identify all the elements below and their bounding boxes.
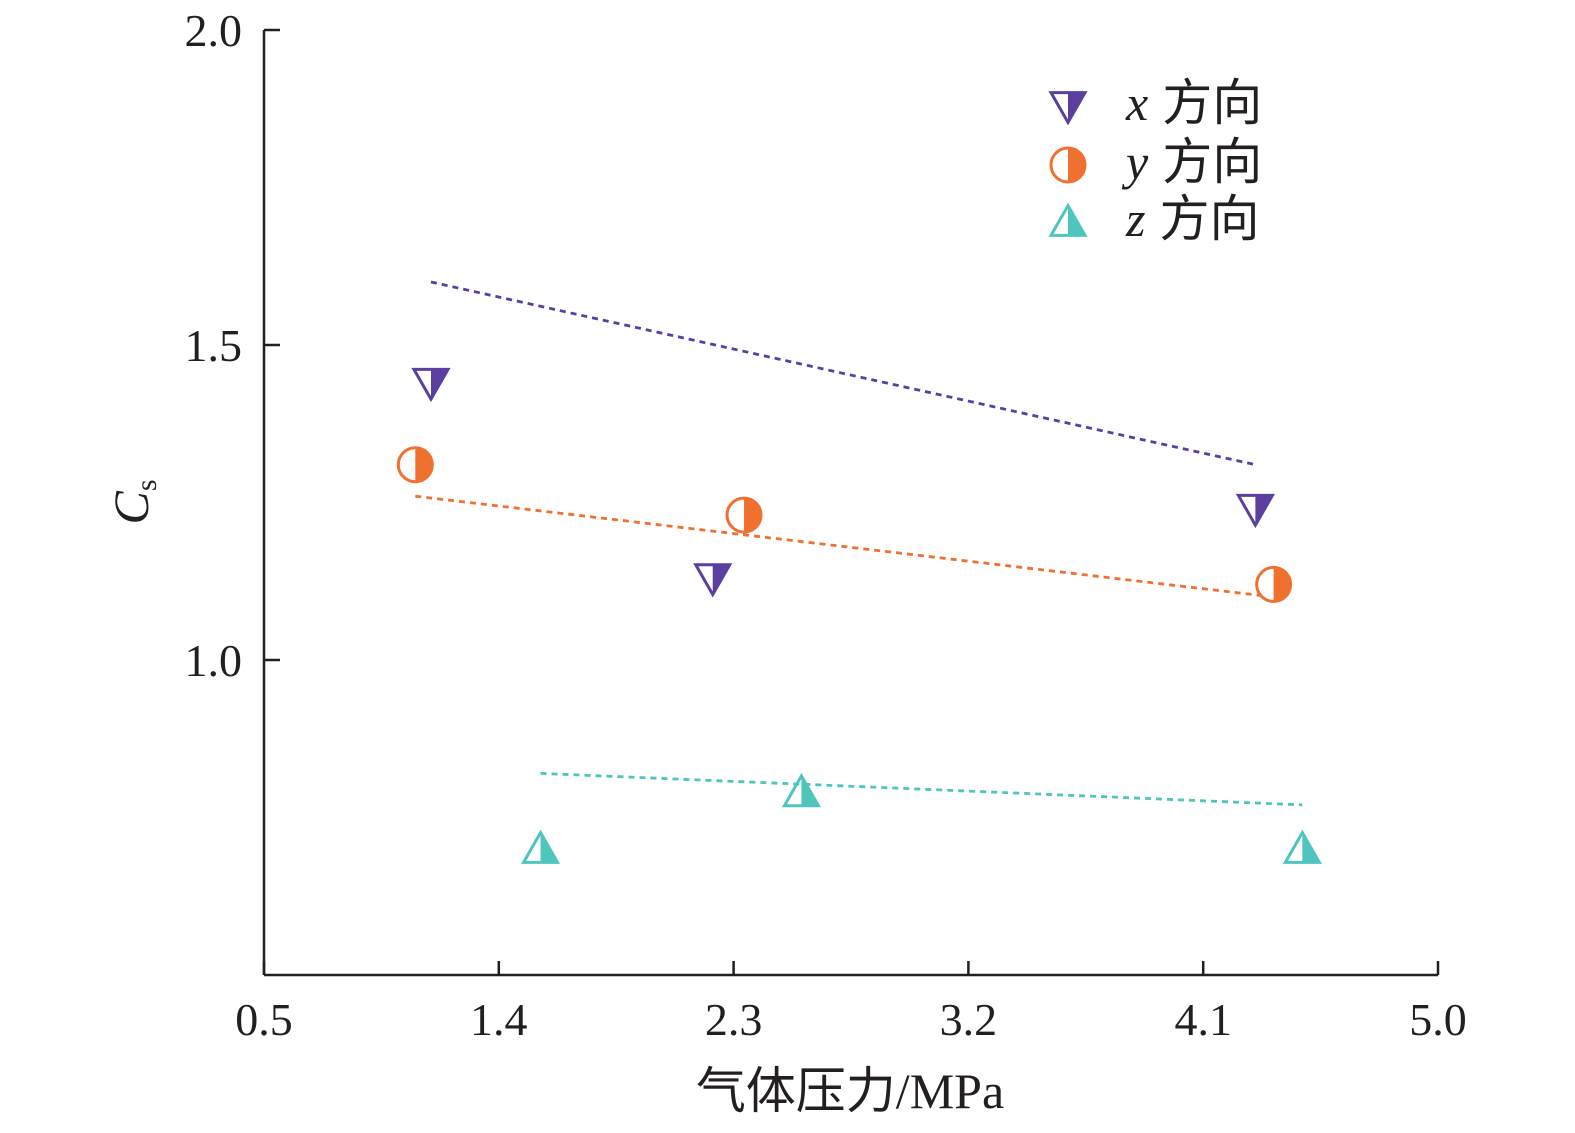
marker-fill bbox=[1068, 148, 1085, 182]
marker-outline bbox=[781, 772, 822, 808]
legend-marker-y bbox=[1049, 146, 1087, 184]
x-tick-label: 2.3 bbox=[705, 994, 763, 1045]
legend-label-var: x bbox=[1125, 75, 1148, 131]
legend-item-z: z 方向 bbox=[1048, 191, 1259, 247]
legend-label-suffix: 方向 bbox=[1159, 191, 1259, 247]
legend-label-x: x 方向 bbox=[1125, 75, 1262, 131]
legend-marker-z bbox=[1048, 202, 1088, 237]
legend-item-y: y 方向 bbox=[1049, 134, 1262, 190]
marker-outline bbox=[1282, 829, 1322, 864]
y-tick-label: 2.0 bbox=[185, 5, 243, 56]
marker-fill bbox=[744, 498, 762, 533]
y-axis-title-main: C bbox=[103, 491, 159, 525]
data-point-y bbox=[1255, 565, 1293, 603]
data-point-z bbox=[1282, 829, 1322, 864]
axes bbox=[262, 28, 1440, 977]
y-tick-label: 1.5 bbox=[185, 320, 243, 371]
y-axis-title: Cs bbox=[103, 479, 163, 524]
x-tick-label: 0.5 bbox=[235, 994, 293, 1045]
data-point-y bbox=[725, 496, 763, 534]
data-point-x bbox=[693, 563, 733, 598]
data-point-z bbox=[520, 829, 561, 864]
x-tick-label: 3.2 bbox=[940, 994, 998, 1045]
marker-outline bbox=[693, 563, 733, 598]
legend-label-y: y 方向 bbox=[1121, 134, 1262, 190]
data-point-x bbox=[411, 367, 451, 403]
tick-labels: 0.5 1.4 2.3 3.2 4.1 5.0 1.0 1.5 2.0 bbox=[185, 5, 1467, 1045]
x-tick-label: 1.4 bbox=[470, 994, 528, 1045]
trend-line-y bbox=[415, 494, 1274, 599]
marker-outline bbox=[1235, 493, 1275, 529]
trend-line-z bbox=[540, 772, 1303, 807]
data-point-x bbox=[1235, 493, 1275, 529]
y-tick-label: 1.0 bbox=[185, 635, 243, 686]
legend-label-var: y bbox=[1121, 134, 1149, 190]
legend-label-var: z bbox=[1125, 191, 1145, 247]
legend-item-x: x 方向 bbox=[1048, 75, 1262, 131]
legend-label-suffix: 方向 bbox=[1162, 134, 1262, 190]
legend: x 方向y 方向z 方向 bbox=[1048, 75, 1262, 247]
legend-label-suffix: 方向 bbox=[1162, 75, 1262, 131]
x-axis-title: 气体压力/MPa bbox=[696, 1063, 1004, 1119]
data-point-y bbox=[396, 446, 434, 484]
trend-line-x bbox=[430, 280, 1256, 467]
marker-fill bbox=[415, 447, 433, 482]
trend-lines bbox=[415, 280, 1303, 807]
y-axis-title-sub: s bbox=[130, 479, 163, 491]
data-points bbox=[396, 367, 1322, 864]
x-tick-label: 5.0 bbox=[1409, 994, 1467, 1045]
marker-outline bbox=[411, 367, 451, 403]
legend-label-z: z 方向 bbox=[1125, 191, 1259, 247]
legend-marker-x bbox=[1048, 91, 1088, 126]
marker-outline bbox=[520, 829, 561, 864]
marker-fill bbox=[1273, 567, 1291, 602]
svg-text:Cs: Cs bbox=[103, 479, 163, 524]
marker-outline bbox=[1048, 202, 1088, 237]
x-tick-label: 4.1 bbox=[1174, 994, 1232, 1045]
marker-outline bbox=[1048, 91, 1088, 126]
data-point-z bbox=[781, 772, 822, 808]
